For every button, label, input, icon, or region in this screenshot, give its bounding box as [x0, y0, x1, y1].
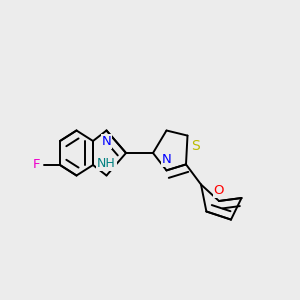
Text: F: F	[33, 158, 40, 172]
Text: N: N	[102, 135, 111, 148]
Text: N: N	[162, 153, 171, 166]
Text: O: O	[214, 184, 224, 196]
Text: S: S	[191, 139, 200, 153]
Text: NH: NH	[97, 157, 116, 170]
